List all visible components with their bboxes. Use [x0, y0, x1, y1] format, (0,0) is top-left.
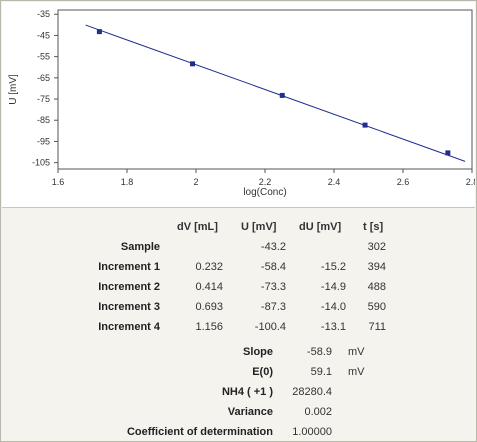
table-cell-dV: 0.414 [195, 281, 223, 293]
x-tick-label: 2.8 [466, 177, 475, 187]
summary-label: Slope [243, 346, 273, 358]
table-cell-dV: 1.156 [195, 321, 223, 333]
table-cell-dU: -15.2 [320, 261, 346, 273]
results-table: dV [mL] U [mV] dU [mV] t [s] Sample -43.2 302 I… [1, 209, 476, 441]
table-cell-U: -73.3 [260, 281, 286, 293]
table-cell-U: -100.4 [254, 321, 286, 333]
table-cell-t: 488 [367, 281, 386, 293]
y-tick-label: -45 [37, 30, 50, 40]
calibration-chart-panel: 1.6 1.8 2 2.2 2.4 2.6 2.8 -35 -45 -55 -65 -75 -85 -95… [2, 2, 475, 208]
x-tick-label: 1.6 [52, 177, 65, 187]
data-point [279, 92, 285, 98]
table-cell-U: -58.4 [260, 261, 286, 273]
y-axis-label: U [mV] [8, 74, 19, 105]
x-tick-label: 2 [193, 177, 198, 187]
x-tick-label: 2.6 [397, 177, 410, 187]
row-label: Increment 2 [98, 281, 160, 293]
table-cell-t: 394 [367, 261, 386, 273]
y-tick-label: -105 [32, 158, 50, 168]
summary-value: -58.9 [306, 346, 332, 358]
data-point [445, 150, 451, 156]
table-cell-dU: -13.1 [320, 321, 346, 333]
x-tick-label: 2.2 [259, 177, 272, 187]
data-point [362, 122, 368, 128]
column-header: dU [mV] [299, 221, 342, 233]
regression-line [85, 24, 466, 162]
table-cell-dV: 0.693 [195, 301, 223, 313]
y-tick-label: -65 [37, 73, 50, 83]
y-tick-label: -35 [37, 9, 50, 19]
table-cell-t: 711 [368, 321, 386, 333]
table-cell-t: 302 [367, 241, 386, 253]
summary-label: NH4 ( +1 ) [221, 386, 273, 398]
x-tick-label: 1.8 [121, 177, 134, 187]
table-cell-dV: 0.232 [195, 261, 223, 273]
summary-unit: mV [348, 346, 365, 358]
row-label: Sample [120, 241, 160, 253]
y-tick-label: -55 [37, 52, 50, 62]
column-header: t [s] [363, 221, 384, 233]
data-point [96, 29, 102, 35]
column-header: dV [mL] [177, 221, 218, 233]
y-tick-label: -85 [37, 115, 50, 125]
x-axis-label: log(Conc) [243, 187, 286, 198]
y-tick-label: -75 [37, 94, 50, 104]
summary-label: E(0) [252, 366, 273, 378]
data-point [190, 61, 196, 67]
summary-value: 59.1 [310, 366, 332, 378]
row-label: Increment 3 [98, 301, 160, 313]
row-label: Increment 4 [98, 321, 160, 333]
table-cell-U: -87.3 [260, 301, 286, 313]
column-header: U [mV] [241, 221, 277, 233]
table-cell-t: 590 [367, 301, 386, 313]
summary-value: 0.002 [304, 406, 332, 418]
calibration-chart: 1.6 1.8 2 2.2 2.4 2.6 2.8 -35 -45 -55 -65 -75 -85 -95… [8, 9, 475, 198]
summary-value: 1.00000 [292, 426, 332, 438]
summary-label: Variance [227, 406, 273, 418]
table-cell-U: -43.2 [260, 241, 286, 253]
summary-label: Coefficient of determination [126, 426, 273, 438]
summary-value: 28280.4 [292, 386, 332, 398]
table-cell-dU: -14.0 [320, 301, 346, 313]
y-tick-label: -95 [37, 136, 50, 146]
x-tick-label: 2.4 [328, 177, 341, 187]
summary-unit: mV [348, 366, 365, 378]
row-label: Increment 1 [98, 261, 160, 273]
table-cell-dU: -14.9 [320, 281, 346, 293]
